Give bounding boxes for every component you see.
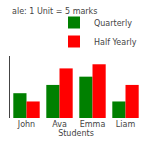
svg-text:Quarterly: Quarterly xyxy=(94,19,132,28)
svg-text:John: John xyxy=(17,120,35,129)
svg-text:Emma: Emma xyxy=(80,120,106,129)
svg-text:Liam: Liam xyxy=(116,120,136,129)
svg-text:Half Yearly: Half Yearly xyxy=(94,38,137,47)
svg-text:Ava: Ava xyxy=(52,120,67,129)
svg-text:ale: 1 Unit = 5 marks: ale: 1 Unit = 5 marks xyxy=(12,7,97,16)
svg-text:Students: Students xyxy=(58,129,94,138)
